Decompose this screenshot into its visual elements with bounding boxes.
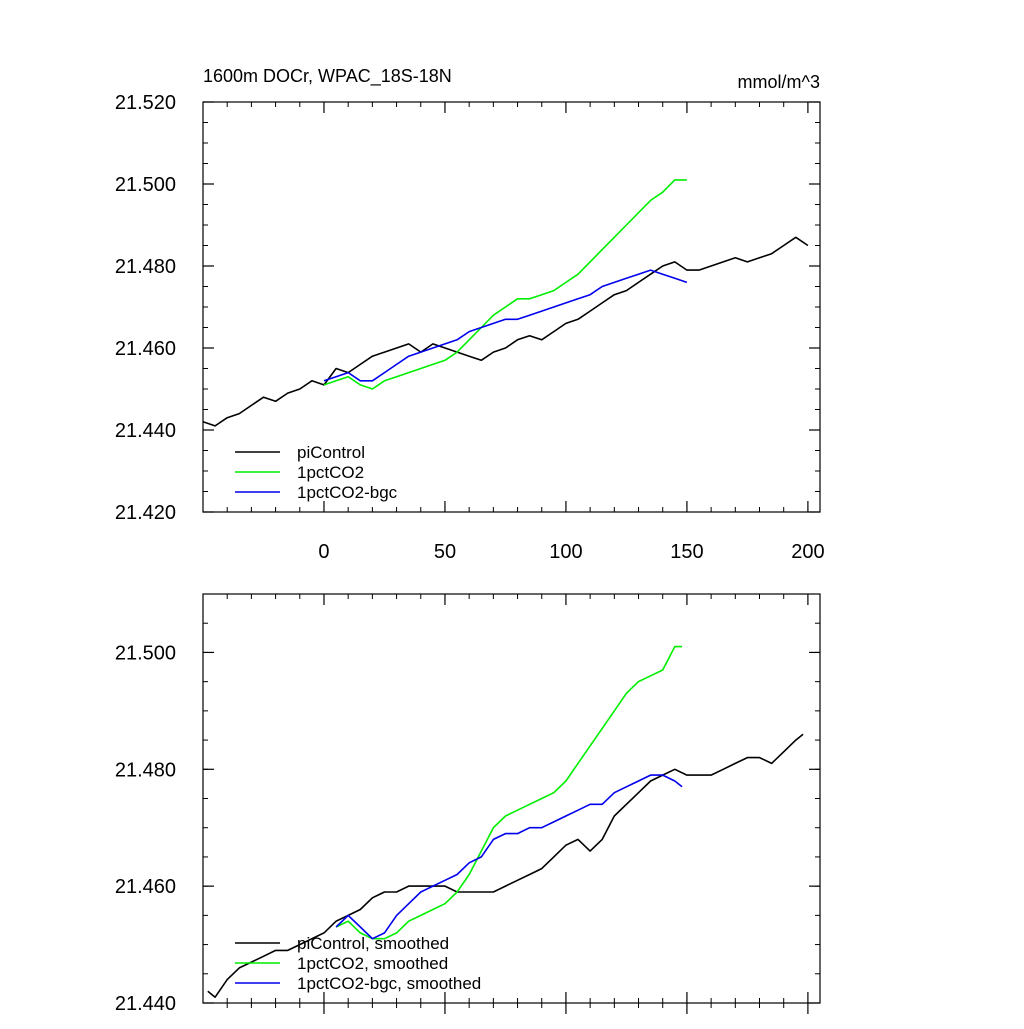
y-tick-label: 21.500: [115, 642, 176, 664]
series-line-1pctco2-bgc: [323, 269, 688, 382]
y-tick-label: 21.420: [115, 502, 176, 524]
x-tick-label: 150: [670, 541, 703, 563]
legend-label: 1pctCO2-bgc, smoothed: [297, 974, 481, 993]
panel-bottom: 21.440 21.460 21.480 21.500 piControl, smoot…: [115, 593, 821, 1015]
y-tick-label: 21.440: [115, 420, 176, 442]
legend-label: 1pctCO2: [297, 463, 364, 482]
x-tick-label: 200: [791, 541, 824, 563]
series-line-1pctco2-smoothed: [335, 645, 683, 940]
y-tick-label: 21.520: [115, 92, 176, 114]
plot-frame: [202, 593, 821, 1004]
x-tick-label: 0: [318, 541, 329, 563]
legend-label: piControl, smoothed: [297, 934, 449, 953]
y-tick-label: 21.460: [115, 338, 176, 360]
panel-top: 1600m DOCr, WPAC_18S-18N mmol/m^3 21.420…: [115, 66, 825, 563]
y-tick-label: 21.480: [115, 256, 176, 278]
plot-frame: [202, 101, 821, 513]
series-line-1pctco2-bgc-smoothed: [335, 774, 683, 940]
legend-label: 1pctCO2, smoothed: [297, 954, 448, 973]
y-tick-label: 21.440: [115, 993, 176, 1015]
y-tick-label: 21.480: [115, 759, 176, 781]
x-tick-label: 100: [549, 541, 582, 563]
legend-label: piControl: [297, 443, 365, 462]
series-line-picontrol-smoothed: [207, 733, 804, 999]
y-tick-label: 21.500: [115, 174, 176, 196]
chart-units: mmol/m^3: [738, 72, 820, 92]
x-tick-label: 50: [434, 541, 456, 563]
legend-label: 1pctCO2-bgc: [297, 483, 398, 502]
series-line-1pctco2: [323, 179, 687, 390]
chart-title: 1600m DOCr, WPAC_18S-18N: [203, 66, 452, 87]
y-tick-label: 21.460: [115, 876, 176, 898]
series-line-picontrol: [202, 236, 809, 427]
